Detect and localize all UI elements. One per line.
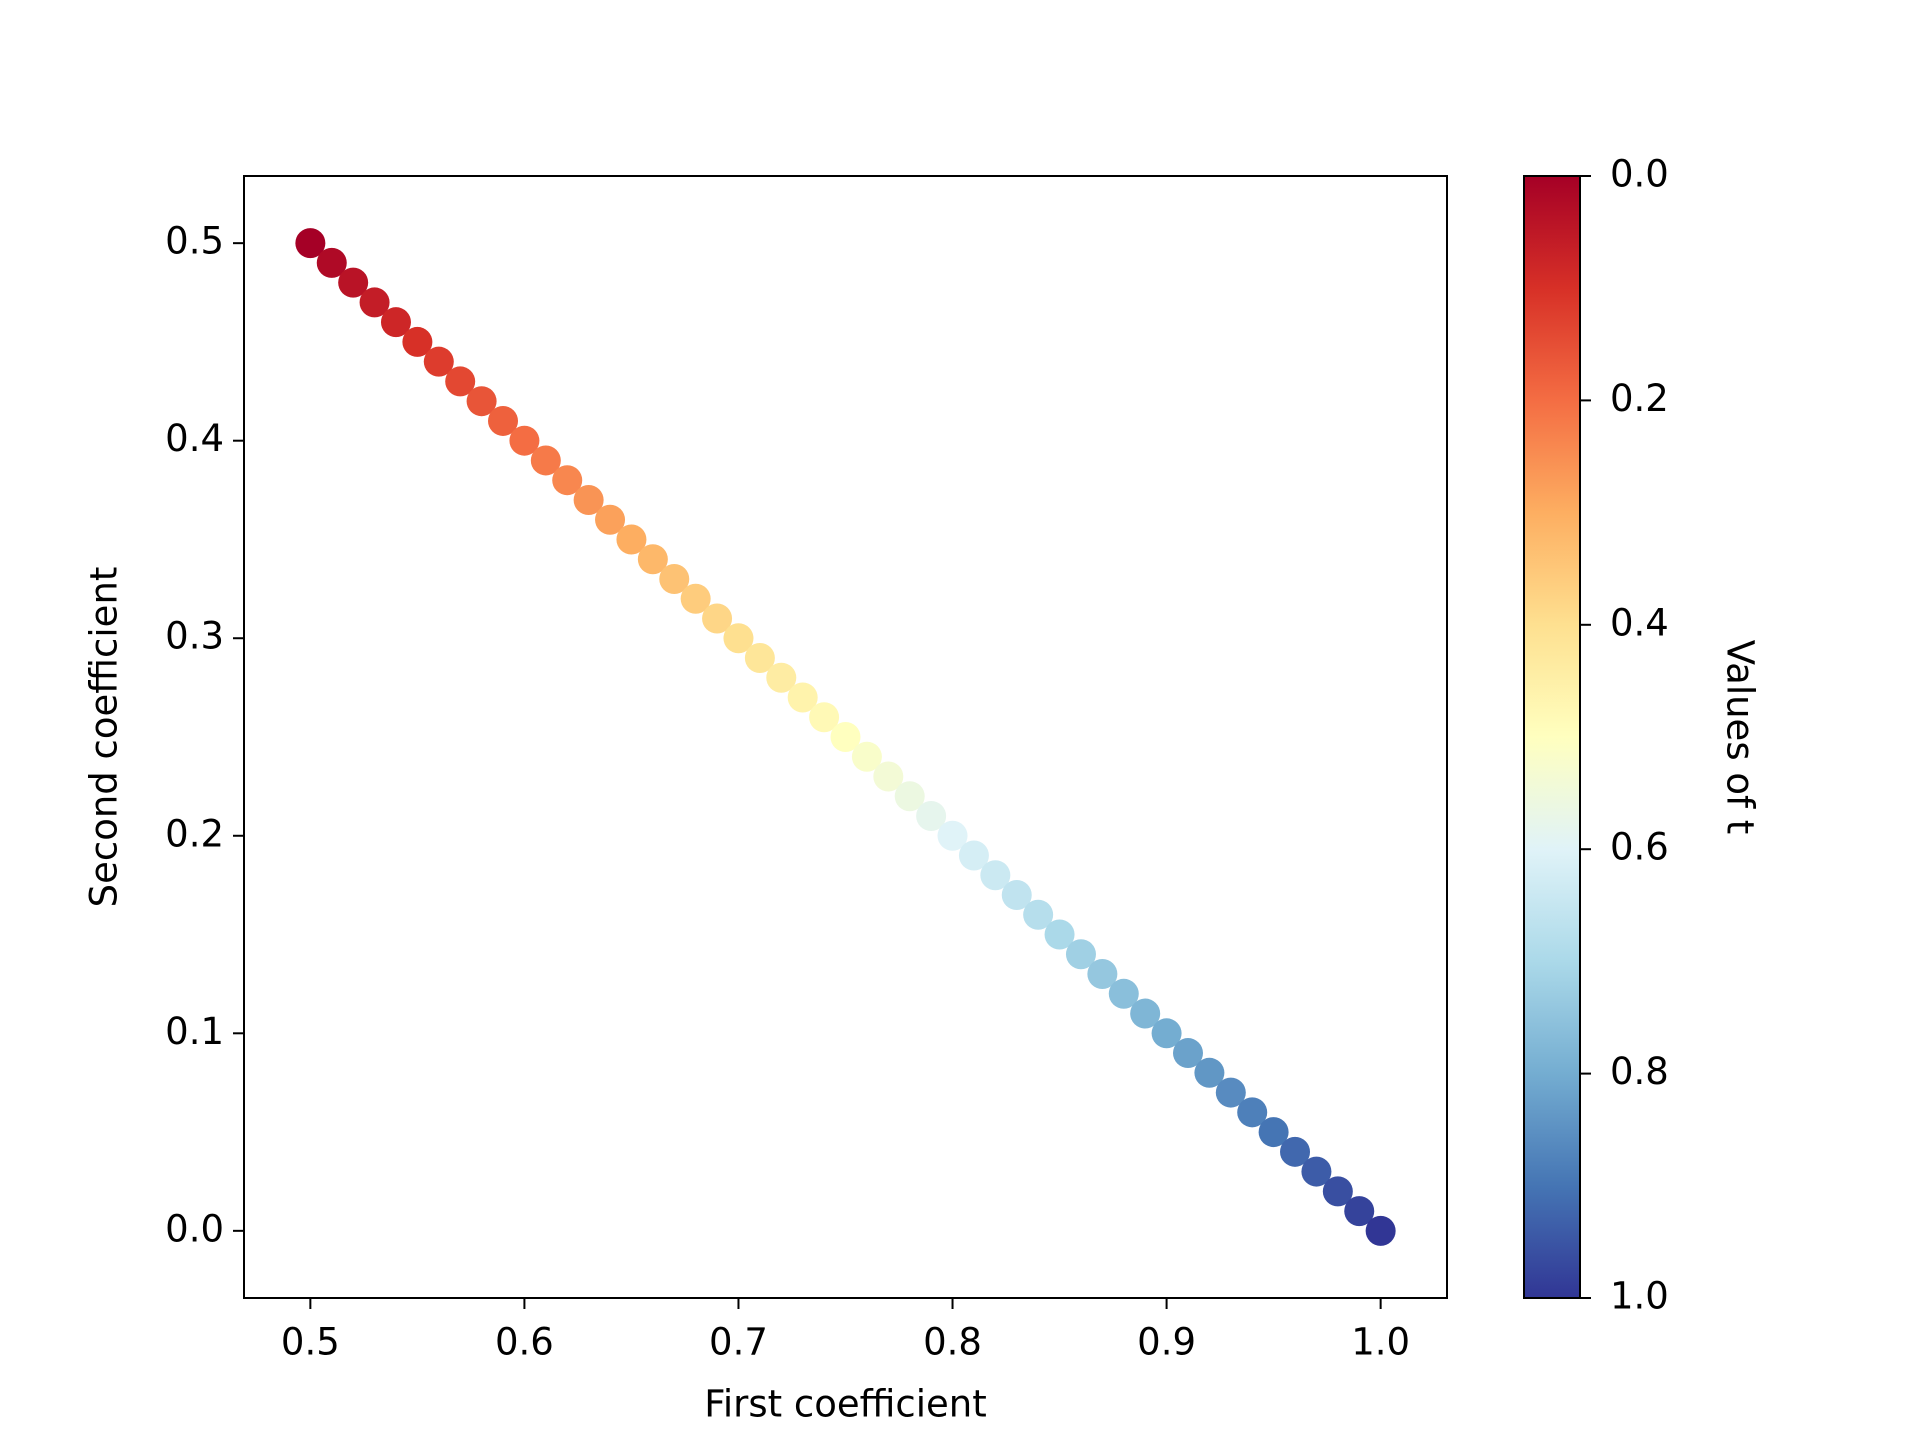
scatter-point: [937, 820, 968, 851]
scatter-point: [402, 326, 433, 357]
x-tick-label: 0.6: [495, 1321, 554, 1364]
y-tick-label: 0.2: [165, 812, 224, 855]
scatter-point: [766, 662, 797, 693]
scatter-point: [851, 741, 882, 772]
scatter-point: [338, 267, 369, 298]
scatter-point: [1151, 1018, 1182, 1049]
scatter-point: [1215, 1077, 1246, 1108]
colorbar-label: Values of t: [1719, 640, 1762, 835]
scatter-point: [958, 840, 989, 871]
scatter-point: [659, 563, 690, 594]
scatter-point: [723, 623, 754, 654]
scatter-point: [1301, 1156, 1332, 1187]
scatter-point: [637, 544, 668, 575]
y-tick-label: 0.5: [165, 220, 224, 263]
scatter-point: [1237, 1097, 1268, 1128]
scatter-point: [316, 247, 347, 278]
colorbar-tick-label: 0.0: [1610, 153, 1669, 196]
plot-frame: [243, 175, 1448, 1299]
y-tick-label: 0.4: [165, 417, 224, 460]
scatter-point: [552, 465, 583, 496]
scatter-point: [1258, 1117, 1289, 1148]
x-axis-label: First coefficient: [704, 1383, 987, 1426]
scatter-point: [1065, 939, 1096, 970]
scatter-point: [1194, 1057, 1225, 1088]
scatter-point: [530, 445, 561, 476]
scatter-point: [380, 307, 411, 338]
scatter-point: [1322, 1176, 1353, 1207]
scatter-point: [1108, 978, 1139, 1009]
scatter-point: [616, 524, 647, 555]
scatter-point: [1130, 998, 1161, 1029]
colorbar: [1523, 175, 1581, 1299]
scatter-point: [980, 860, 1011, 891]
scatter-point: [466, 386, 497, 417]
scatter-point: [702, 603, 733, 634]
scatter-point: [1023, 899, 1054, 930]
scatter-point: [1001, 880, 1032, 911]
scatter-point: [809, 702, 840, 733]
scatter-point: [423, 346, 454, 377]
scatter-point: [488, 405, 519, 436]
scatter-point: [295, 228, 326, 259]
y-tick-label: 0.1: [165, 1010, 224, 1053]
scatter-point: [1280, 1136, 1311, 1167]
x-tick-label: 1.0: [1351, 1321, 1410, 1364]
x-tick-label: 0.9: [1137, 1321, 1196, 1364]
scatter-point: [1344, 1196, 1375, 1227]
scatter-point: [1087, 959, 1118, 990]
scatter-point: [1044, 919, 1075, 950]
scatter-point: [894, 781, 925, 812]
y-tick-label: 0.3: [165, 615, 224, 658]
colorbar-tick-label: 0.6: [1610, 826, 1669, 869]
x-tick-label: 0.7: [709, 1321, 768, 1364]
x-tick-label: 0.5: [281, 1321, 340, 1364]
scatter-point: [595, 504, 626, 535]
scatter-point: [573, 484, 604, 515]
colorbar-tick-label: 0.2: [1610, 377, 1669, 420]
scatter-point: [916, 801, 947, 832]
scatter-point: [1172, 1038, 1203, 1069]
y-axis-label: Second coefficient: [83, 567, 126, 908]
scatter-point: [787, 682, 818, 713]
colorbar-tick-label: 0.8: [1610, 1050, 1669, 1093]
scatter-point: [445, 366, 476, 397]
x-tick-label: 0.8: [923, 1321, 982, 1364]
scatter-point: [359, 287, 390, 318]
colorbar-tick-label: 1.0: [1610, 1275, 1669, 1318]
scatter-point: [873, 761, 904, 792]
scatter-point: [1365, 1215, 1396, 1246]
colorbar-tick-label: 0.4: [1610, 601, 1669, 644]
scatter-point: [680, 583, 711, 614]
scatter-point: [744, 642, 775, 673]
scatter-point: [509, 425, 540, 456]
y-tick-label: 0.0: [165, 1207, 224, 1250]
scatter-point: [830, 722, 861, 752]
